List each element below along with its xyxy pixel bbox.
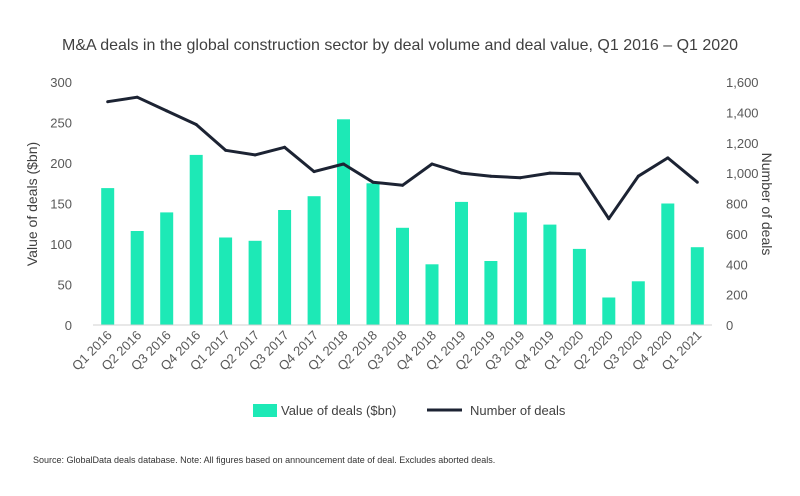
y-tick-label: 100 <box>50 237 72 252</box>
y2-tick-label: 1,200 <box>726 136 759 151</box>
line-point <box>342 162 345 166</box>
y-tick-label: 150 <box>50 197 72 212</box>
line-point <box>666 156 670 160</box>
bar <box>572 248 586 325</box>
line-point <box>489 174 493 178</box>
y2-tick-label: 1,000 <box>726 166 759 181</box>
y-tick-label: 0 <box>65 318 72 333</box>
bar-series <box>101 119 704 326</box>
line-point <box>548 171 552 175</box>
right-axis-ticks: 0 200 400 600 800 1,000 1,200 1,400 1,600 <box>726 75 759 333</box>
bar <box>337 119 350 325</box>
line-point <box>577 172 581 176</box>
line-point <box>636 174 640 178</box>
line-point <box>401 183 404 187</box>
line-point <box>135 95 139 99</box>
legend-swatch-bar <box>253 404 277 417</box>
line-point <box>283 145 287 149</box>
y2-tick-label: 600 <box>726 227 748 242</box>
bar <box>690 247 704 325</box>
line-point <box>253 153 257 157</box>
legend: Value of deals ($bn) Number of deals <box>253 403 566 418</box>
bar <box>425 264 439 326</box>
y2-axis-label: Number of deals <box>759 153 775 256</box>
chart-title: M&A deals in the global construction sec… <box>62 37 738 54</box>
bar <box>543 224 557 325</box>
left-axis-ticks: 0 50 100 150 200 250 300 <box>50 75 72 333</box>
line-point <box>165 109 169 113</box>
bar <box>219 237 233 325</box>
bar <box>307 196 321 325</box>
legend-label-line: Number of deals <box>470 403 566 418</box>
line-point <box>518 176 522 180</box>
y-tick-label: 200 <box>50 156 72 171</box>
line-point <box>460 171 463 175</box>
y-tick-label: 50 <box>58 278 72 293</box>
bar <box>248 240 262 325</box>
line-point <box>106 100 110 104</box>
source-note: Source: GlobalData deals database. Note:… <box>33 455 495 465</box>
bar <box>130 231 144 325</box>
y2-tick-label: 0 <box>726 318 733 333</box>
bar <box>160 212 174 325</box>
line-point <box>312 170 316 174</box>
bar <box>101 188 115 325</box>
bar <box>366 183 380 326</box>
y-tick-label: 300 <box>50 75 72 90</box>
line-point <box>695 180 699 184</box>
bar <box>455 201 468 325</box>
bar <box>661 203 675 325</box>
line-point <box>430 162 434 166</box>
y-tick-label: 250 <box>50 116 72 131</box>
bar <box>631 281 645 325</box>
y2-tick-label: 1,600 <box>726 75 759 90</box>
bar <box>602 297 616 325</box>
line-point <box>194 123 198 126</box>
line-point <box>224 148 228 152</box>
y2-tick-label: 400 <box>726 257 748 272</box>
bar <box>189 154 203 325</box>
bar <box>278 210 292 325</box>
bar <box>484 261 498 325</box>
y-axis-label: Value of deals ($bn) <box>24 142 40 266</box>
line-point <box>371 180 375 184</box>
bar <box>513 212 527 325</box>
line-point <box>607 217 611 221</box>
bar <box>396 227 409 325</box>
legend-label-bar: Value of deals ($bn) <box>281 403 396 418</box>
y2-tick-label: 200 <box>726 288 748 303</box>
line-series <box>106 95 699 221</box>
y2-tick-label: 800 <box>726 197 748 212</box>
y2-tick-label: 1,400 <box>726 105 759 120</box>
